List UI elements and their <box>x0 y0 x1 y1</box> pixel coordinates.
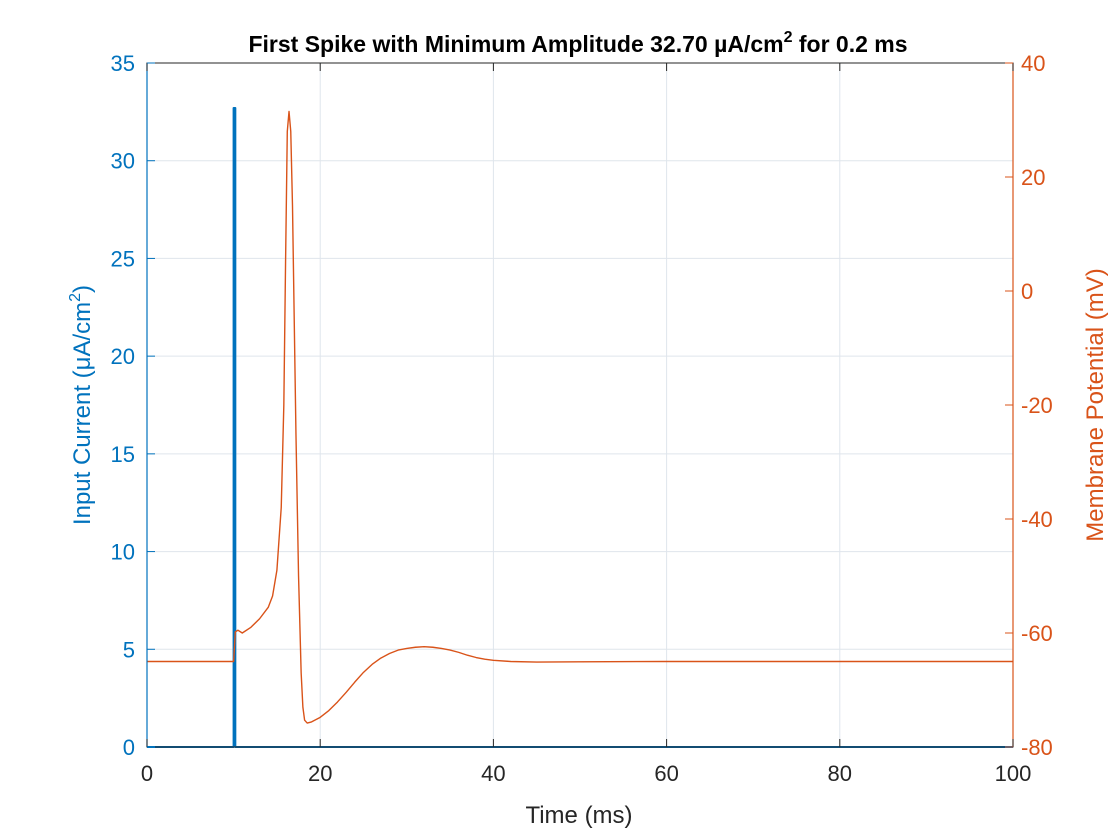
x-tick-label: 100 <box>995 761 1032 786</box>
left-y-axis-label: Input Current (μA/cm2) <box>67 285 96 525</box>
x-tick-label: 0 <box>141 761 153 786</box>
input-current-line <box>147 106 1013 748</box>
left-y-tick-label: 20 <box>111 344 135 369</box>
x-tick-label: 20 <box>308 761 332 786</box>
x-tick-label: 40 <box>481 761 505 786</box>
right-y-tick-label: 20 <box>1021 165 1045 190</box>
right-y-axis-label: Membrane Potential (mV) <box>1082 268 1109 541</box>
right-y-tick-label: 40 <box>1021 51 1045 76</box>
right-y-tick-label: 0 <box>1021 279 1033 304</box>
x-tick-label: 80 <box>828 761 852 786</box>
membrane-potential-line <box>147 110 1013 724</box>
chart-title: First Spike with Minimum Amplitude 32.70… <box>248 29 907 57</box>
right-y-tick-label: -40 <box>1021 507 1053 532</box>
left-y-tick-label: 0 <box>123 735 135 760</box>
right-y-tick-label: -80 <box>1021 735 1053 760</box>
left-y-tick-label: 30 <box>111 149 135 174</box>
plot-area-frame <box>146 62 1014 748</box>
x-axis-label: Time (ms) <box>525 802 632 829</box>
ticks: 0 20 40 60 80 100 0 5 10 15 20 25 30 35 -80 -60 -40 -20 0 2… <box>111 51 1053 786</box>
left-y-tick-label: 35 <box>111 51 135 76</box>
grid <box>147 63 1013 747</box>
left-y-tick-label: 5 <box>123 637 135 662</box>
right-y-tick-label: -60 <box>1021 621 1053 646</box>
x-tick-label: 60 <box>654 761 678 786</box>
left-y-tick-label: 10 <box>111 540 135 565</box>
left-y-tick-label: 25 <box>111 246 135 271</box>
right-y-tick-label: -20 <box>1021 393 1053 418</box>
left-y-tick-label: 15 <box>111 442 135 467</box>
series-layer <box>147 106 1013 748</box>
